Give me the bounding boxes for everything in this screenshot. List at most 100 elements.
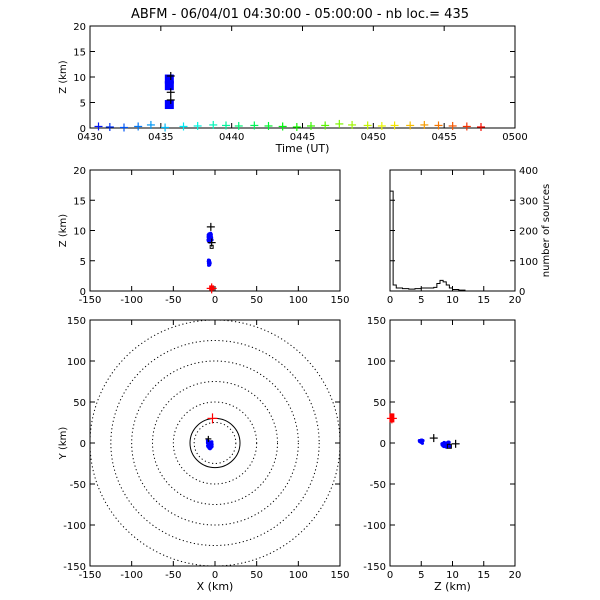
height-histogram-x-tick-label: 0 [387, 295, 393, 306]
x-y-x-tick-label: 100 [289, 570, 308, 581]
range-ring-dotted [131, 360, 299, 526]
height-histogram-frame [389, 169, 516, 292]
height-histogram-x-tick-label: 15 [477, 295, 490, 306]
time-height-x-tick-label: 0435 [148, 132, 173, 143]
time-height-x-axis-label: Time (UT) [275, 142, 330, 155]
source-square [209, 244, 214, 249]
z-y-y-tick-label: -150 [363, 562, 386, 573]
time-height-y-axis-label: Z (km) [58, 60, 69, 93]
x-y-x-tick-label: 0 [212, 570, 218, 581]
x-y-x-tick-label: 150 [330, 570, 349, 581]
time-height-panel: 0430 0435 0440 0445 0450 0455 0500 0 5 10 15 20 Time… [58, 22, 528, 155]
time-height-x-tick-label: 0455 [431, 132, 456, 143]
height-histogram-x-tick-label: 5 [418, 295, 424, 306]
x-y-y-tick-label: 50 [73, 398, 86, 409]
source-square [164, 74, 174, 84]
z-y-y-tick-label: 0 [380, 439, 386, 450]
x-y-y-tick-label: -150 [63, 562, 86, 573]
height-histogram-x-tick-label: 10 [446, 295, 459, 306]
height-histogram-y-tick-label: 300 [519, 196, 538, 207]
x-z-y-tick-label: 0 [80, 287, 86, 298]
time-height-x-tick-label: 0430 [77, 132, 102, 143]
source-point [208, 234, 212, 238]
height-histogram-y-tick-label: 100 [519, 257, 538, 268]
z-y-x-axis-label: Z (km) [434, 580, 471, 593]
source-square [446, 443, 452, 449]
z-y-y-tick-label: -50 [370, 480, 386, 491]
time-height-x-tick-label: 0445 [290, 132, 315, 143]
figure-title: ABFM - 06/04/01 04:30:00 - 05:00:00 - nb… [131, 7, 469, 22]
x-z-frame [89, 169, 341, 292]
ground-source-square [209, 285, 215, 291]
x-y-y-tick-label: 100 [67, 357, 86, 368]
x-z-x-tick-label: -50 [165, 295, 181, 306]
time-height-y-tick-label: 20 [73, 22, 86, 33]
source-point [419, 440, 423, 444]
z-y-y-tick-label: 100 [367, 357, 386, 368]
range-ring-dotted [110, 340, 320, 546]
range-ring-solid [189, 417, 241, 469]
ground-source-square [389, 413, 395, 423]
z-y-y-tick-label: 150 [367, 316, 386, 327]
x-z-x-tick-label: -100 [120, 295, 143, 306]
time-height-y-tick-label: 15 [73, 48, 86, 59]
height-histogram-y-tick-label: 200 [519, 227, 538, 238]
source-point [207, 261, 211, 265]
x-z-x-tick-label: 50 [250, 295, 263, 306]
z-y-x-tick-label: 10 [446, 570, 459, 581]
x-y-y-tick-label: -50 [70, 480, 86, 491]
x-z-x-tick-label: 150 [330, 295, 349, 306]
time-height-x-tick-label: 0440 [219, 132, 244, 143]
x-y-x-tick-label: -50 [165, 570, 181, 581]
x-y-frame [89, 319, 341, 567]
x-y-y-tick-label: 150 [67, 316, 86, 327]
x-y-y-tick-label: 0 [80, 439, 86, 450]
x-y-panel: -150 -100 -50 0 50 100 150 -150 -100 -50 0 50 100 150… [58, 316, 350, 593]
height-histogram-y-axis-label: number of sources [541, 184, 552, 277]
x-z-x-tick-label: 0 [212, 295, 218, 306]
histogram-line [390, 190, 515, 292]
z-y-x-tick-label: 20 [509, 570, 522, 581]
time-height-x-tick-label: 0500 [502, 132, 527, 143]
x-z-y-axis-label: Z (km) [58, 214, 69, 247]
source-point [442, 444, 446, 448]
x-z-x-tick-label: -150 [79, 295, 102, 306]
x-y-x-tick-label: -100 [120, 570, 143, 581]
time-height-y-tick-label: 10 [73, 73, 86, 84]
time-height-frame [89, 25, 516, 129]
source-point [206, 238, 211, 242]
source-point [208, 443, 212, 447]
x-y-y-tick-label: -100 [63, 521, 86, 532]
x-z-y-tick-label: 20 [73, 166, 86, 177]
x-z-y-tick-label: 5 [80, 257, 86, 268]
range-ring-dotted [193, 422, 237, 464]
z-y-x-tick-label: 15 [477, 570, 490, 581]
source-point [207, 258, 211, 262]
x-y-x-tick-label: 50 [250, 570, 263, 581]
x-z-panel: -150 -100 -50 0 50 100 150 0 5 10 15 20 Z (km) [58, 166, 350, 306]
z-y-x-tick-label: 5 [418, 570, 424, 581]
height-histogram-y-tick-label: 0 [519, 287, 525, 298]
source-square [164, 81, 174, 91]
time-height-y-tick-label: 5 [80, 99, 86, 110]
x-z-y-tick-label: 10 [73, 227, 86, 238]
z-y-frame [389, 319, 516, 567]
height-histogram-y-tick-label: 400 [519, 166, 538, 177]
source-square [164, 100, 174, 110]
range-rings [90, 320, 340, 566]
z-y-y-tick-label: 50 [373, 398, 386, 409]
x-y-x-axis-label: X (km) [197, 580, 234, 593]
height-histogram-x-tick-label: 20 [509, 295, 522, 306]
range-ring-dotted [152, 381, 278, 505]
x-z-y-tick-label: 15 [73, 196, 86, 207]
z-y-panel: 0 5 10 15 20 -150 -100 -50 0 50 100 150 Z (km) [363, 316, 521, 593]
time-height-x-tick-label: 0450 [361, 132, 386, 143]
range-ring-dotted [90, 320, 340, 566]
z-y-y-tick-label: -100 [363, 521, 386, 532]
x-y-y-axis-label: Y (km) [58, 427, 69, 461]
x-y-x-tick-label: -150 [79, 570, 102, 581]
x-z-x-tick-label: 100 [289, 295, 308, 306]
time-height-y-tick-label: 0 [80, 124, 86, 135]
